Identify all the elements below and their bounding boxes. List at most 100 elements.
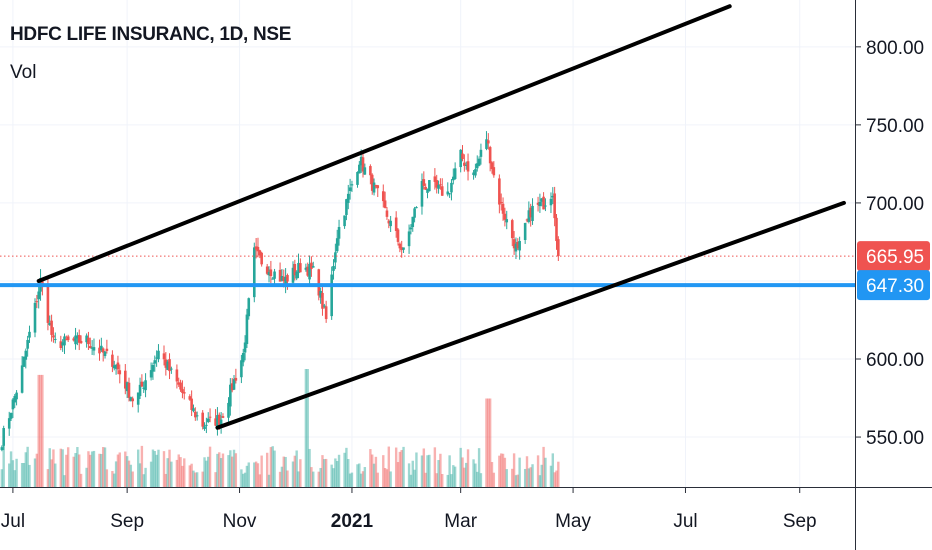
- candle: [9, 412, 13, 421]
- candle: [389, 215, 392, 232]
- candle-body: [125, 382, 129, 392]
- candle-body: [549, 198, 553, 206]
- volume-bar: [523, 468, 527, 487]
- candle-body: [453, 168, 457, 179]
- candle-body: [254, 246, 258, 250]
- candle-body: [129, 397, 133, 401]
- candle-body: [118, 370, 122, 375]
- candle: [127, 377, 131, 402]
- candle: [87, 331, 90, 350]
- volume-bar: [85, 467, 88, 487]
- candle: [164, 352, 168, 376]
- volume-bar: [142, 474, 145, 487]
- candle: [118, 364, 122, 384]
- candle: [88, 337, 92, 349]
- candle-body: [488, 147, 492, 164]
- volume-bar: [61, 449, 64, 487]
- candle-body: [271, 278, 275, 280]
- candle: [168, 353, 171, 380]
- candle-body: [463, 162, 466, 166]
- candle: [426, 188, 429, 199]
- candle: [230, 377, 234, 393]
- volume-bar: [205, 460, 208, 487]
- volume-bar: [437, 460, 440, 487]
- candle-body: [477, 158, 481, 166]
- candle: [321, 286, 324, 316]
- candle: [278, 262, 282, 282]
- candle-body: [100, 345, 103, 351]
- volume-bar: [195, 472, 199, 487]
- y-tick-label: 700.00: [866, 194, 924, 215]
- candle-body: [153, 360, 157, 364]
- volume-bar: [394, 447, 398, 487]
- x-tick-label: Nov: [223, 511, 257, 532]
- volume-bar: [188, 465, 191, 487]
- candle-body: [385, 210, 389, 217]
- candle: [557, 236, 560, 261]
- volume-bar: [337, 454, 341, 487]
- candle-body: [77, 335, 81, 343]
- candle: [155, 350, 158, 367]
- volume-bar: [162, 451, 166, 487]
- candle-body: [439, 184, 442, 186]
- candle: [479, 143, 483, 165]
- volume-bar: [514, 475, 518, 487]
- candle: [488, 145, 492, 172]
- candle: [472, 170, 475, 180]
- candle-body: [459, 149, 462, 168]
- volume-bar: [459, 447, 462, 487]
- candle-body: [415, 207, 418, 209]
- volume-bar: [452, 465, 455, 487]
- volume-bar: [33, 458, 37, 487]
- candle: [103, 350, 107, 359]
- candle-body: [394, 217, 398, 231]
- candle: [514, 237, 518, 260]
- candle: [144, 373, 147, 398]
- volume-bar: [190, 463, 193, 487]
- candle-body: [208, 416, 212, 418]
- candle: [221, 413, 225, 419]
- candle: [490, 161, 494, 174]
- candle: [61, 339, 64, 352]
- volume-bar: [295, 450, 298, 487]
- candle: [216, 407, 219, 436]
- volume-bar: [464, 462, 468, 487]
- volume-bar: [350, 472, 354, 487]
- volume-bar: [297, 471, 300, 487]
- candle-body: [306, 266, 310, 276]
- candle: [265, 263, 269, 276]
- candle: [440, 178, 444, 196]
- candle: [59, 335, 63, 351]
- candle: [376, 184, 380, 197]
- volume-bar: [538, 475, 542, 487]
- volume-bar: [149, 461, 153, 487]
- volume-bar: [415, 452, 418, 487]
- candle: [503, 207, 507, 227]
- volume-bar: [66, 447, 70, 487]
- candle: [310, 256, 313, 277]
- candle: [540, 197, 544, 207]
- volume-bar: [26, 446, 29, 487]
- candle: [79, 335, 83, 345]
- candle-body: [74, 335, 77, 345]
- candle-body: [162, 353, 166, 360]
- candle-body: [35, 301, 39, 303]
- candle-body: [144, 380, 147, 391]
- candle-body: [319, 290, 322, 298]
- volume-bar: [463, 467, 466, 487]
- candle-body: [11, 399, 15, 410]
- volume-bar: [177, 454, 180, 487]
- volume-bar: [330, 464, 333, 487]
- candle-body: [13, 396, 17, 403]
- last-price-badge-text: 665.95: [866, 247, 924, 268]
- candle: [549, 192, 553, 214]
- volume-bar: [323, 459, 326, 487]
- volume-label[interactable]: Vol: [10, 62, 37, 83]
- symbol-title[interactable]: HDFC LIFE INSURANC, 1D, NSE: [10, 24, 292, 45]
- volume-bar: [113, 473, 116, 487]
- x-tick-label: Jul: [1, 511, 25, 532]
- candle-body: [335, 238, 339, 252]
- volume-bar: [540, 464, 543, 487]
- candle-body: [359, 156, 363, 166]
